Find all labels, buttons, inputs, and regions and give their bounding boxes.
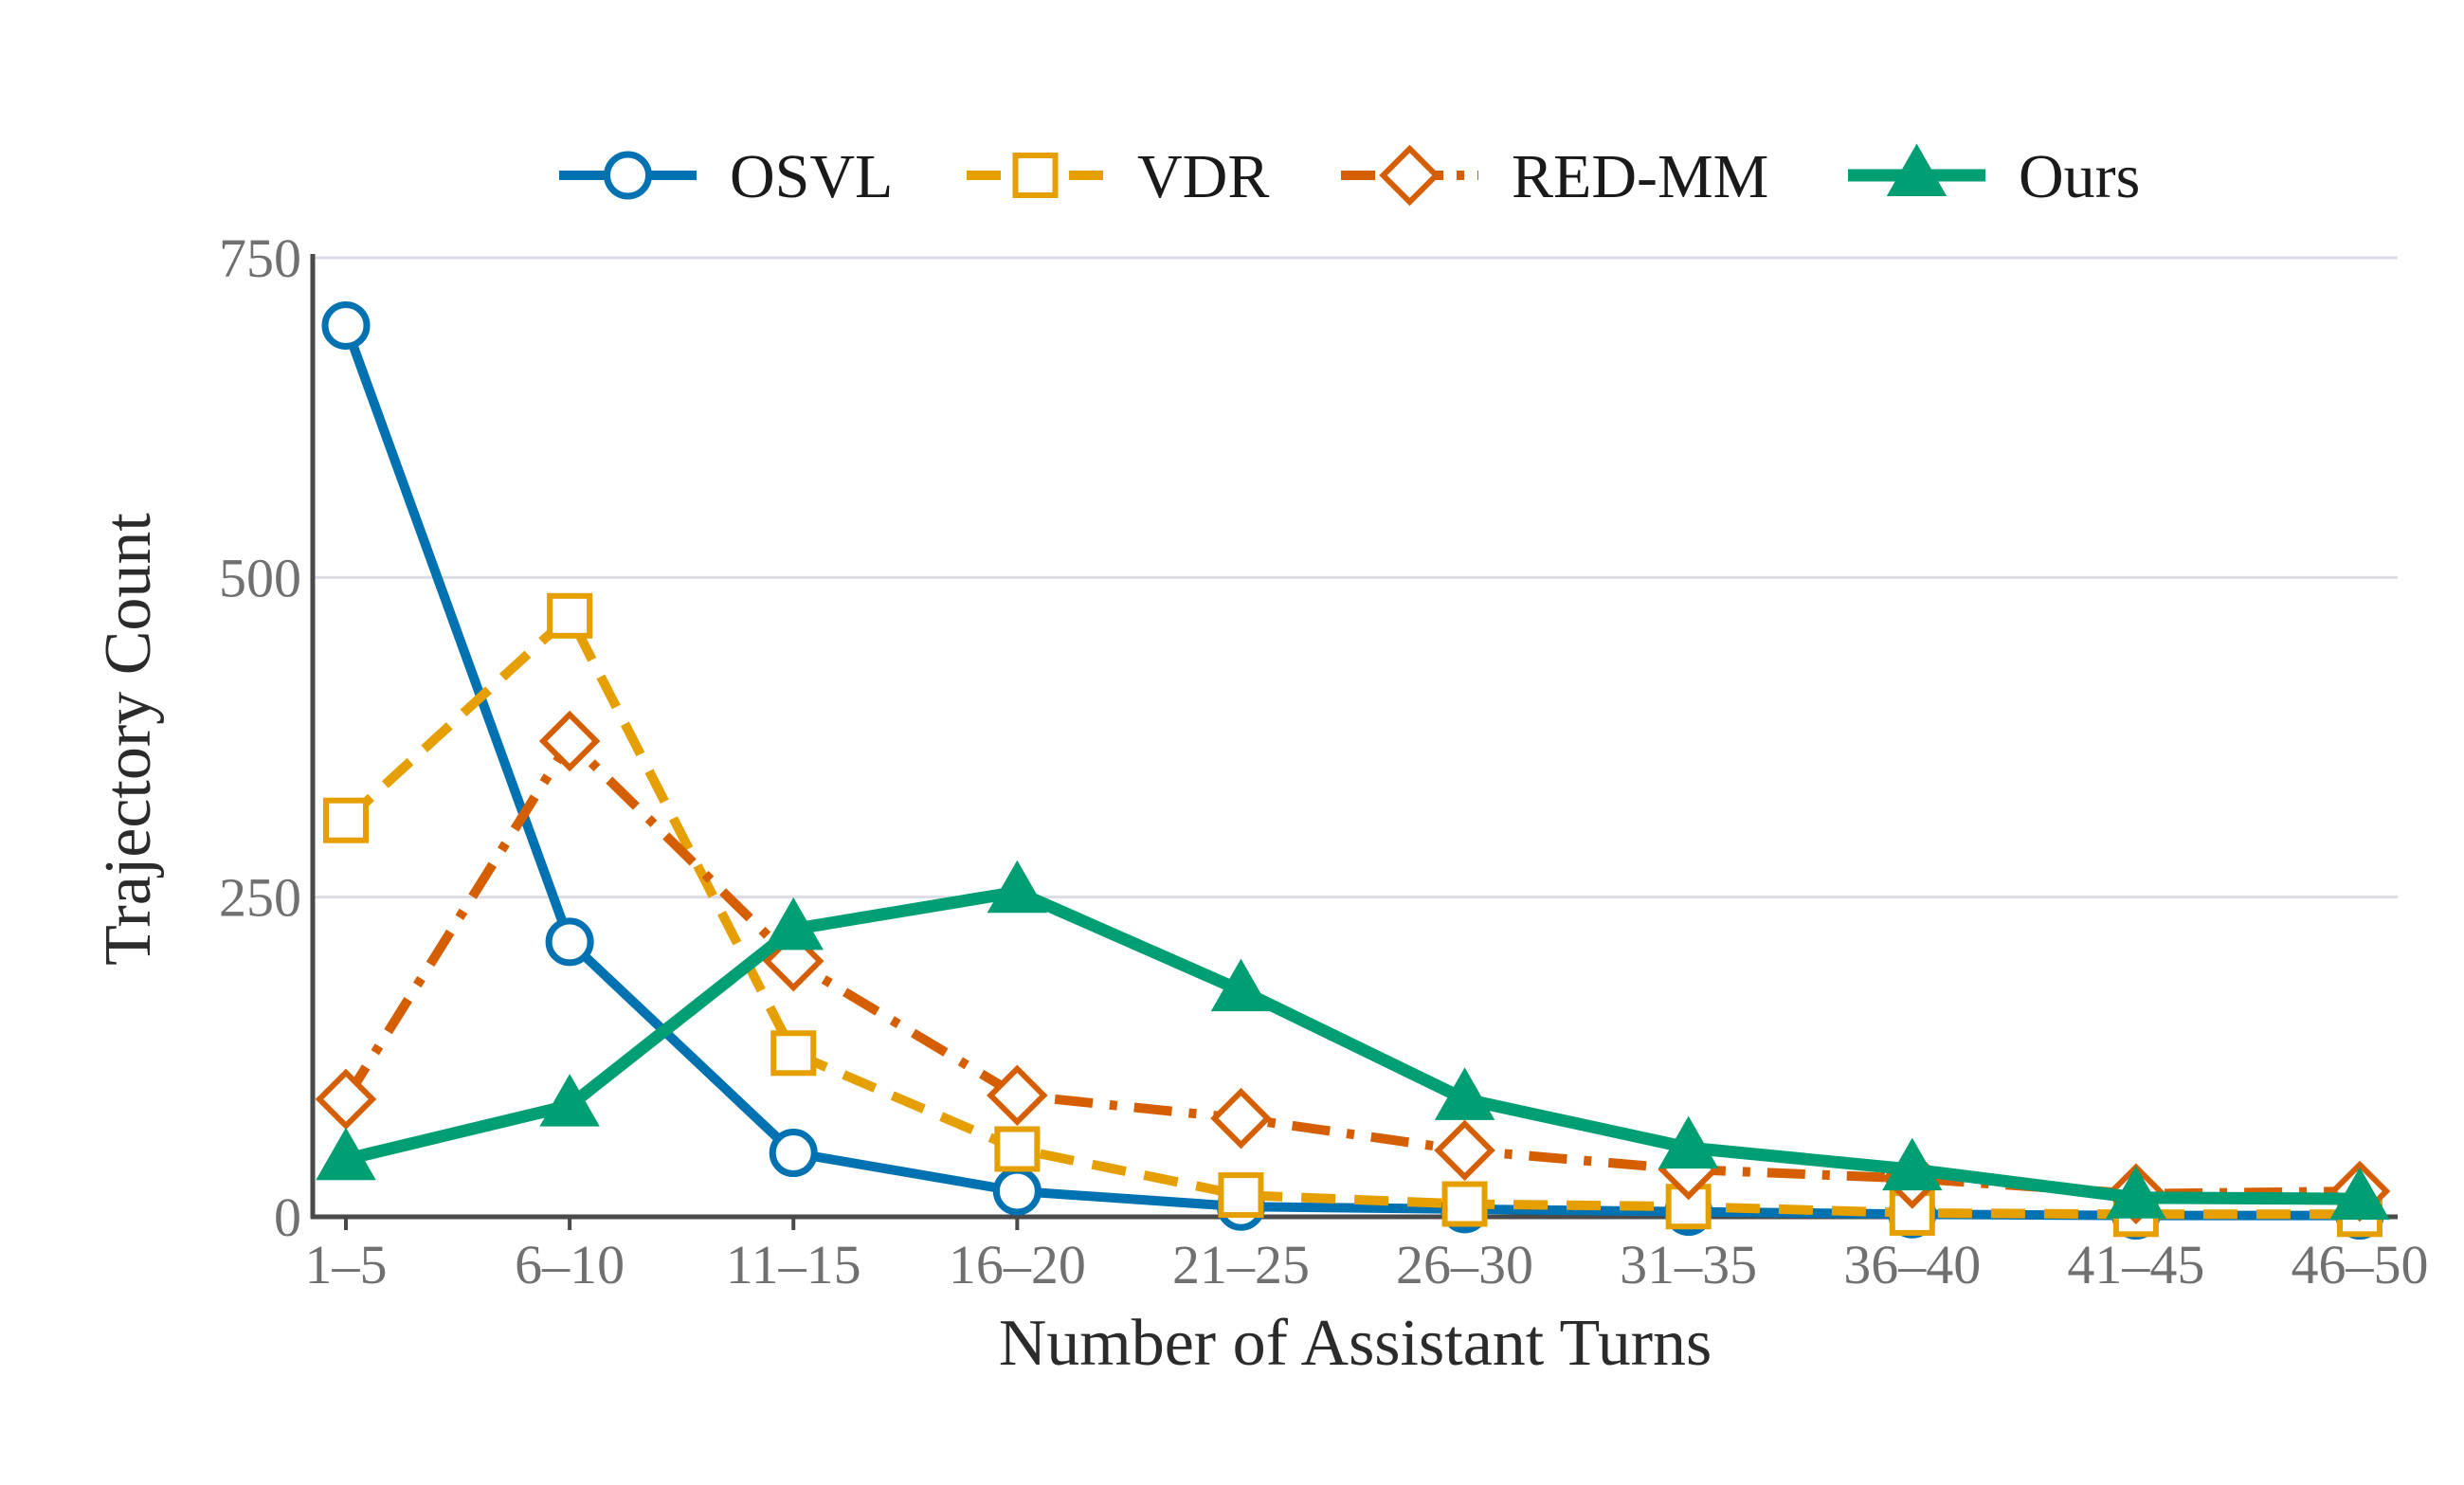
- x-tick-label: 41–45: [2067, 1234, 2204, 1295]
- legend-marker: [1379, 144, 1440, 207]
- legend-item-vdr: VDR: [967, 142, 1269, 211]
- data-point-vdr: [770, 1030, 817, 1077]
- data-point-ours: [763, 896, 824, 951]
- y-tick-label: 0: [274, 1186, 301, 1248]
- data-point-osvl: [992, 1167, 1042, 1216]
- x-tick-label: 36–40: [1843, 1234, 1981, 1295]
- data-point-osvl: [769, 1129, 818, 1178]
- legend-item-ours: Ours: [1848, 142, 2140, 211]
- data-point-vdr: [547, 592, 593, 639]
- series-line-ours: [339, 885, 2366, 1205]
- data-point-vdr: [1218, 1172, 1264, 1219]
- legend-marker: [1886, 143, 1948, 196]
- data-point-ours: [316, 1127, 376, 1181]
- x-tick-label: 46–50: [2292, 1234, 2429, 1295]
- data-point-red-mm: [987, 1064, 1048, 1127]
- data-point-red-mm: [315, 1068, 377, 1131]
- data-point-vdr: [1441, 1181, 1488, 1227]
- legend-label: OSVL: [730, 142, 893, 211]
- series-osvl: [321, 301, 2384, 1241]
- series-line-red-mm: [341, 736, 2361, 1199]
- series-red-mm: [315, 710, 2391, 1224]
- axes: [310, 254, 2398, 1220]
- data-point-ours: [2106, 1166, 2166, 1219]
- x-tick-label: 6–10: [515, 1234, 625, 1295]
- x-axis-label: Number of Assistant Turns: [999, 1307, 1712, 1380]
- data-point-red-mm: [1210, 1087, 1272, 1150]
- data-point-red-mm: [1434, 1119, 1495, 1182]
- legend-item-red-mm: RED-MM: [1341, 142, 1768, 211]
- legend: OSVL VDR RED-MM Ours: [559, 142, 2140, 211]
- data-point-ours: [2329, 1167, 2390, 1221]
- y-tick-label: 250: [219, 867, 301, 929]
- legend-label: RED-MM: [1512, 142, 1768, 211]
- series-vdr: [323, 592, 2382, 1238]
- x-ticks: 1–5 6–10 11–15 16–20 21–25 26–30 31–35 36–40 41–…: [305, 1217, 2429, 1295]
- series-line-vdr: [342, 610, 2360, 1220]
- grid-lines: [313, 256, 2398, 899]
- legend-label: Ours: [2019, 142, 2140, 211]
- data-point-vdr: [994, 1126, 1041, 1172]
- x-tick-label: 11–15: [726, 1234, 861, 1295]
- data-point-ours: [1658, 1115, 1719, 1169]
- data-point-ours: [1210, 958, 1272, 1012]
- data-point-ours: [1882, 1137, 1943, 1191]
- x-tick-label: 26–30: [1396, 1234, 1533, 1295]
- legend-marker: [1012, 153, 1059, 198]
- legend-marker: [604, 151, 652, 200]
- x-tick-label: 16–20: [949, 1234, 1086, 1295]
- y-axis-label: Trajectory Count: [92, 513, 165, 966]
- data-point-osvl: [321, 301, 371, 351]
- series-line-osvl: [341, 320, 2364, 1221]
- legend-item-osvl: OSVL: [559, 142, 893, 211]
- y-tick-label: 750: [219, 227, 301, 289]
- series-ours: [316, 860, 2390, 1221]
- y-tick-label: 500: [219, 547, 301, 608]
- data-point-vdr: [323, 797, 369, 843]
- legend-label: VDR: [1137, 142, 1269, 211]
- x-tick-label: 21–25: [1172, 1234, 1310, 1295]
- series-group: [315, 301, 2391, 1241]
- x-tick-label: 31–35: [1620, 1234, 1757, 1295]
- data-point-ours: [539, 1074, 600, 1127]
- data-point-red-mm: [538, 710, 601, 772]
- x-tick-label: 1–5: [305, 1234, 388, 1295]
- y-ticks: 0 250 500 750: [219, 227, 301, 1248]
- data-point-ours: [987, 860, 1048, 914]
- data-point-ours: [1434, 1067, 1495, 1120]
- data-point-osvl: [545, 917, 594, 967]
